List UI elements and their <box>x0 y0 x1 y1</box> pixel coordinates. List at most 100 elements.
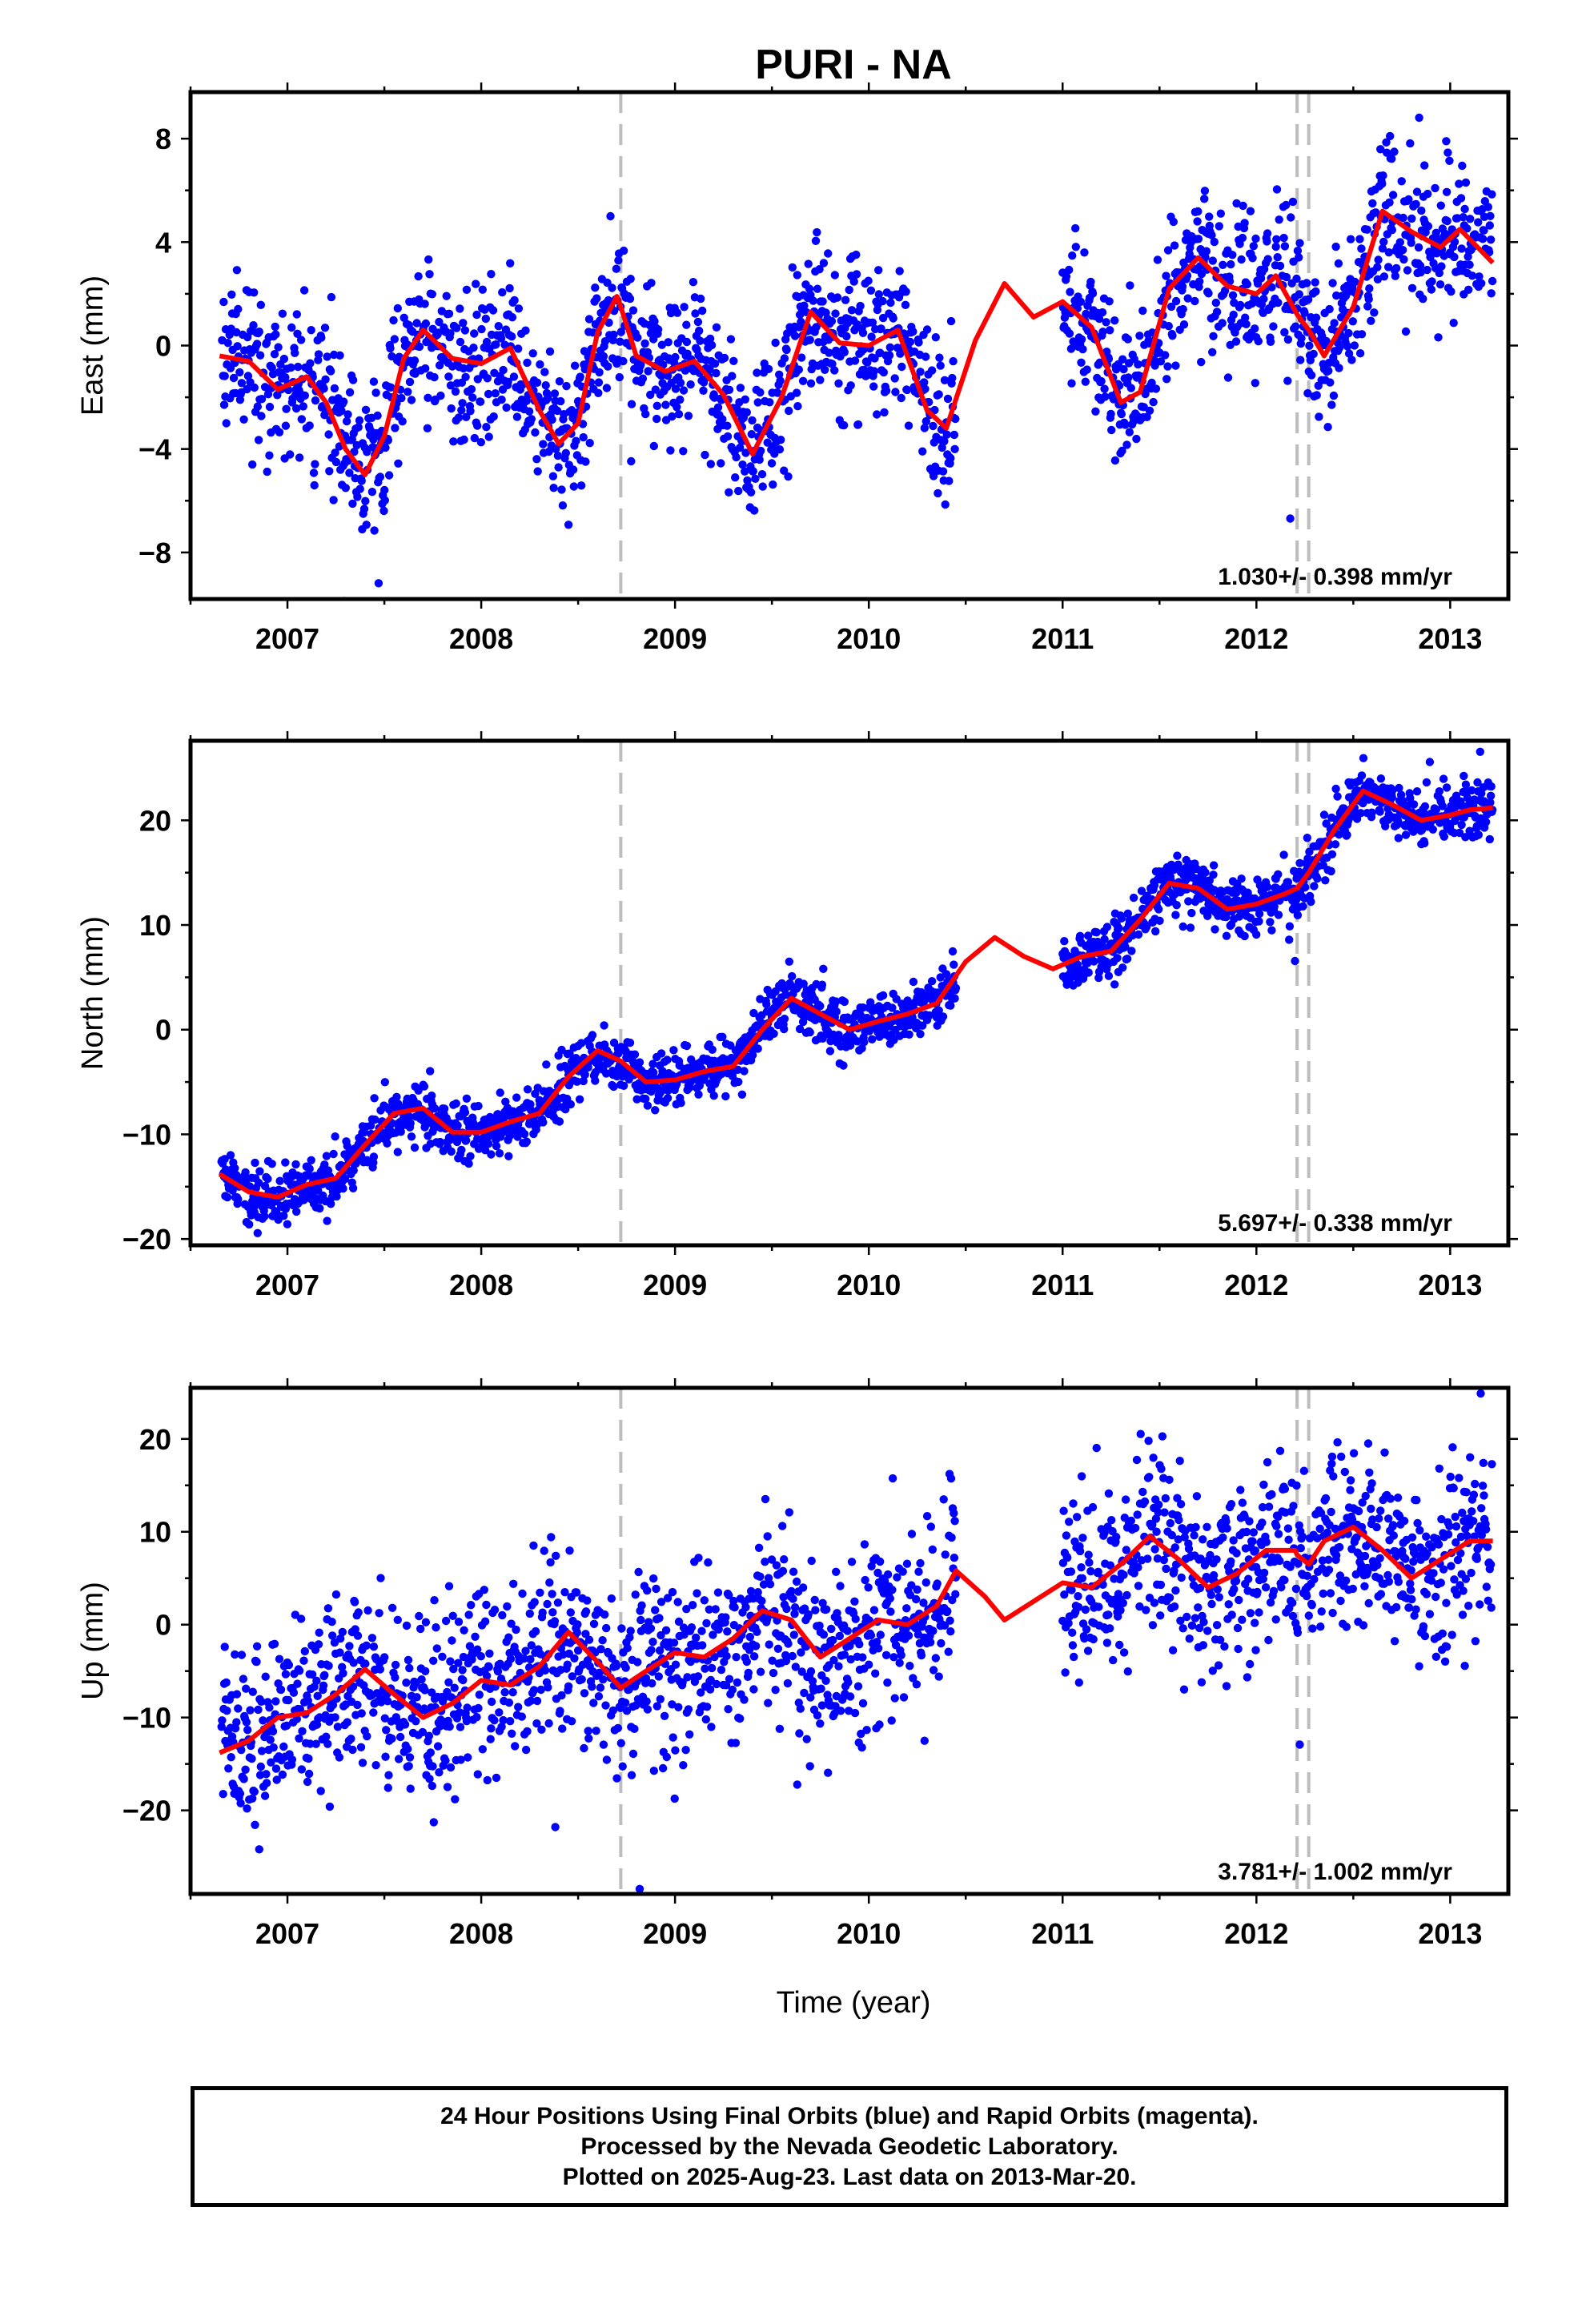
north-data-point <box>1435 818 1444 827</box>
east-data-point <box>763 438 772 447</box>
east-data-point <box>579 432 588 442</box>
up-data-point <box>565 1546 574 1555</box>
up-data-point <box>810 1595 819 1605</box>
up-data-point <box>648 1638 657 1647</box>
up-data-point <box>765 1580 775 1589</box>
east-data-point <box>373 411 382 420</box>
east-data-point <box>1125 428 1134 436</box>
north-data-point <box>839 1061 848 1070</box>
east-data-point <box>1443 148 1452 157</box>
up-data-point <box>538 1608 547 1617</box>
east-data-point <box>1427 285 1436 294</box>
east-data-point <box>921 352 930 361</box>
east-data-point <box>1232 199 1241 208</box>
north-data-point <box>805 1027 814 1037</box>
east-data-point <box>1205 212 1214 221</box>
up-data-point <box>681 1746 690 1755</box>
east-data-point <box>728 372 737 380</box>
up-data-point <box>701 1715 710 1724</box>
east-data-point <box>556 396 565 406</box>
east-data-point <box>1460 204 1469 214</box>
east-data-point <box>615 372 624 382</box>
up-data-point <box>296 1614 306 1623</box>
east-data-point <box>561 448 570 457</box>
east-data-point <box>742 408 751 417</box>
east-data-point <box>828 360 837 368</box>
east-data-point <box>412 319 421 328</box>
east-data-point <box>297 415 306 424</box>
east-data-point <box>948 373 957 383</box>
north-data-point <box>1173 851 1182 860</box>
east-data-point <box>423 424 432 432</box>
up-data-point <box>577 1675 586 1684</box>
up-data-point <box>506 1717 515 1726</box>
north-data-point <box>733 1065 742 1075</box>
east-data-point <box>394 459 403 468</box>
east-data-point <box>389 316 398 325</box>
up-data-point <box>567 1717 576 1726</box>
up-panel: 2007 2008 2009 2010 2011 2012 2013−20−1001020U… <box>76 1378 1518 1950</box>
up-data-point <box>333 1723 343 1731</box>
up-data-point <box>652 1702 661 1711</box>
east-data-point <box>1311 278 1319 287</box>
up-data-point <box>262 1770 271 1779</box>
east-data-point <box>706 460 715 468</box>
east-data-point <box>1200 195 1209 203</box>
east-data-point <box>433 328 443 337</box>
up-data-point <box>471 1632 480 1641</box>
east-data-point <box>1071 243 1081 251</box>
up-data-point <box>797 1667 806 1676</box>
east-data-point <box>1248 254 1257 263</box>
north-data-point <box>1299 902 1307 911</box>
up-data-point <box>580 1743 588 1753</box>
east-data-point <box>1488 276 1497 286</box>
east-data-point <box>348 376 358 384</box>
east-data-point <box>1251 379 1260 388</box>
east-data-point <box>609 330 618 340</box>
north-data-point <box>1114 923 1123 933</box>
up-data-point <box>721 1613 730 1622</box>
north-data-point <box>600 1021 608 1030</box>
east-data-point <box>1166 302 1176 312</box>
up-data-point <box>566 1608 575 1617</box>
east-data-point <box>1068 251 1077 260</box>
north-data-point <box>496 1088 504 1097</box>
east-data-point <box>758 482 767 491</box>
up-data-point <box>506 1655 516 1663</box>
east-data-point <box>367 488 377 497</box>
east-data-point <box>673 403 681 412</box>
up-data-point <box>351 1625 359 1634</box>
up-data-point <box>265 1703 274 1712</box>
east-data-point <box>1436 201 1446 210</box>
up-data-point <box>682 1605 691 1614</box>
up-data-point <box>789 1567 798 1576</box>
east-data-point <box>1223 373 1233 382</box>
east-data-point <box>701 450 709 460</box>
north-data-point <box>619 1081 628 1091</box>
up-data-point <box>791 1663 800 1671</box>
east-data-point <box>1266 337 1275 346</box>
east-data-point <box>1086 277 1095 287</box>
east-data-point <box>363 448 371 456</box>
north-data-point <box>635 1058 644 1067</box>
up-data-point <box>473 1770 482 1779</box>
east-data-point <box>239 415 248 424</box>
east-data-point <box>1272 185 1282 194</box>
east-data-point <box>1171 361 1180 370</box>
up-data-point <box>802 1735 811 1743</box>
north-data-point <box>1102 923 1112 931</box>
east-data-point <box>743 476 752 485</box>
north-data-point <box>1293 911 1303 920</box>
east-data-point <box>880 408 889 417</box>
east-data-point <box>1122 440 1131 449</box>
east-data-point <box>691 309 700 318</box>
north-data-point <box>315 1204 324 1213</box>
east-data-point <box>331 448 339 457</box>
east-data-point <box>1228 291 1238 300</box>
up-data-point <box>797 1648 805 1657</box>
east-data-point <box>536 360 544 369</box>
up-data-point <box>220 1642 229 1651</box>
east-data-point <box>477 324 486 334</box>
up-data-point <box>684 1705 693 1714</box>
east-data-point <box>452 324 461 332</box>
